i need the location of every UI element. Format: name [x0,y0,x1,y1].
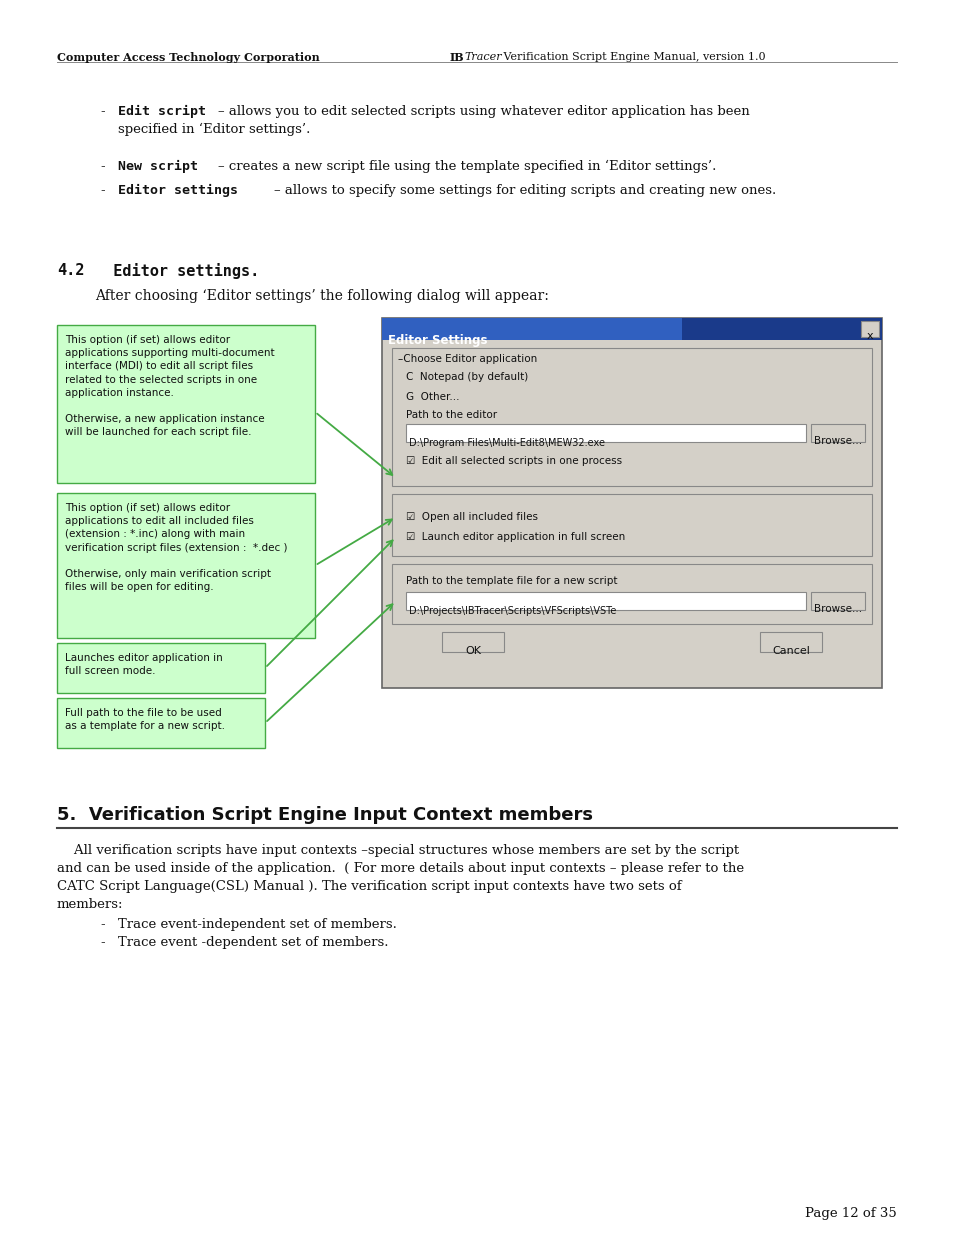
Text: Path to the editor: Path to the editor [406,410,497,420]
Text: – allows to specify some settings for editing scripts and creating new ones.: – allows to specify some settings for ed… [274,184,776,198]
Text: Edit script: Edit script [118,105,206,119]
Text: members:: members: [57,898,123,911]
Text: specified in ‘Editor settings’.: specified in ‘Editor settings’. [118,124,310,136]
Text: 4.2: 4.2 [57,263,84,278]
Text: Trace event-independent set of members.: Trace event-independent set of members. [118,918,396,931]
Text: Browse...: Browse... [813,436,862,446]
Text: All verification scripts have input contexts –special structures whose members a: All verification scripts have input cont… [57,844,739,857]
Text: Cancel: Cancel [771,646,809,656]
Text: Path to the template file for a new script: Path to the template file for a new scri… [406,576,617,585]
Bar [861,321,878,337]
Text: This option (if set) allows editor
applications to edit all included files
(exte: This option (if set) allows editor appli… [65,503,287,593]
Text: CATC Script Language(CSL) Manual ). The verification script input contexts have : CATC Script Language(CSL) Manual ). The … [57,881,680,893]
Text: ☑  Launch editor application in full screen: ☑ Launch editor application in full scre… [406,532,624,542]
Text: Editor Settings: Editor Settings [388,333,487,347]
Text: Editor settings: Editor settings [118,184,237,198]
Bar [381,317,882,688]
Text: Editor settings.: Editor settings. [95,263,259,279]
Bar [57,325,314,483]
Bar [57,493,314,638]
Text: IB: IB [450,52,464,63]
Bar [392,494,871,556]
Text: 5.  Verification Script Engine Input Context members: 5. Verification Script Engine Input Cont… [57,806,593,824]
Text: D:\Projects\IBTracer\Scripts\VFScripts\VSTe: D:\Projects\IBTracer\Scripts\VFScripts\V… [409,606,616,616]
Text: OK: OK [464,646,480,656]
Text: – creates a new script file using the template specified in ‘Editor settings’.: – creates a new script file using the te… [218,161,716,173]
Bar [57,643,265,693]
Text: C  Notepad (by default): C Notepad (by default) [406,372,528,382]
Text: After choosing ‘Editor settings’ the following dialog will appear:: After choosing ‘Editor settings’ the fol… [95,289,548,303]
Text: G  Other...: G Other... [406,391,459,403]
Text: -: - [100,105,105,119]
Bar [381,317,681,340]
Text: -: - [100,161,105,173]
Text: Full path to the file to be used
as a template for a new script.: Full path to the file to be used as a te… [65,708,225,731]
Text: Trace event -dependent set of members.: Trace event -dependent set of members. [118,936,388,948]
Bar [392,564,871,624]
Bar [406,424,805,442]
Text: Browse...: Browse... [813,604,862,614]
Text: Launches editor application in
full screen mode.: Launches editor application in full scre… [65,653,222,677]
Bar [392,348,871,487]
Text: -: - [100,918,105,931]
Text: x: x [865,331,872,341]
Text: –Choose Editor application: –Choose Editor application [397,354,537,364]
Text: and can be used inside of the application.  ( For more details about input conte: and can be used inside of the applicatio… [57,862,743,876]
Bar [810,424,864,442]
Text: Computer Access Technology Corporation: Computer Access Technology Corporation [57,52,319,63]
Text: -: - [100,936,105,948]
Bar [406,592,805,610]
Bar [381,317,882,340]
Text: New script: New script [118,161,198,173]
Text: Page 12 of 35: Page 12 of 35 [804,1207,896,1220]
Text: Verification Script Engine Manual, version 1.0: Verification Script Engine Manual, versi… [499,52,765,62]
Text: D:\Program Files\Multi-Edit8\MEW32.exe: D:\Program Files\Multi-Edit8\MEW32.exe [409,438,604,448]
Bar [810,592,864,610]
Text: Tracer: Tracer [463,52,501,62]
Bar [441,632,503,652]
Bar [760,632,821,652]
Text: ☑  Open all included files: ☑ Open all included files [406,513,537,522]
Text: ☑  Edit all selected scripts in one process: ☑ Edit all selected scripts in one proce… [406,456,621,466]
Bar [57,698,265,748]
Text: – allows you to edit selected scripts using whatever editor application has been: – allows you to edit selected scripts us… [218,105,749,119]
Text: -: - [100,184,105,198]
Text: This option (if set) allows editor
applications supporting multi-document
interf: This option (if set) allows editor appli… [65,335,274,437]
